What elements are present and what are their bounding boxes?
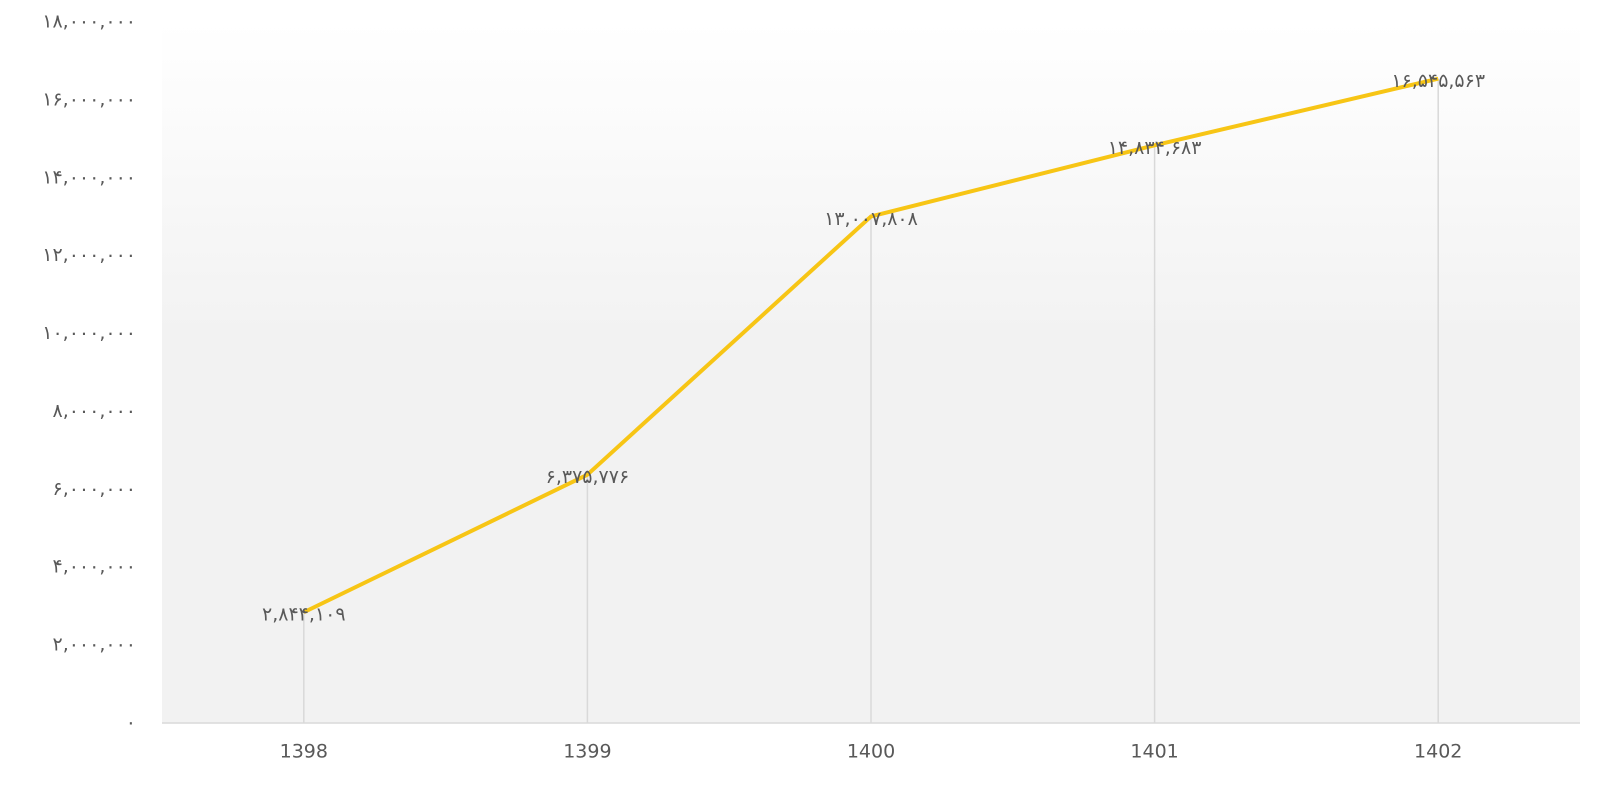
y-tick-label: ۶,۰۰۰,۰۰۰ — [52, 478, 136, 500]
y-tick-label: ۱۸,۰۰۰,۰۰۰ — [42, 11, 136, 33]
x-tick-label: 1400 — [847, 741, 895, 763]
data-label: ۱۶,۵۴۵,۵۶۳ — [1391, 70, 1485, 92]
x-tick-label: 1399 — [563, 741, 611, 763]
y-tick-label: ۱۰,۰۰۰,۰۰۰ — [42, 322, 136, 344]
data-label: ۶,۳۷۵,۷۷۶ — [546, 466, 630, 488]
y-tick-label: ۴,۰۰۰,۰۰۰ — [52, 556, 136, 578]
y-tick-label: ۰ — [126, 712, 136, 734]
x-tick-label: 1402 — [1414, 741, 1462, 763]
y-tick-label: ۱۴,۰۰۰,۰۰۰ — [42, 166, 136, 188]
series-line — [302, 76, 1439, 615]
y-tick-label: ۲,۰۰۰,۰۰۰ — [52, 634, 136, 656]
y-tick-label: ۸,۰۰۰,۰۰۰ — [52, 400, 136, 422]
x-tick-label: 1401 — [1130, 741, 1178, 763]
x-tick-label: 1398 — [280, 741, 328, 763]
y-tick-label: ۱۶,۰۰۰,۰۰۰ — [42, 88, 136, 110]
data-label: ۲,۸۴۴,۱۰۹ — [262, 604, 346, 626]
data-label: ۱۳,۰۰۷,۸۰۸ — [824, 208, 918, 230]
y-tick-label: ۱۲,۰۰۰,۰۰۰ — [42, 244, 136, 266]
data-label: ۱۴,۸۳۴,۶۸۳ — [1108, 137, 1202, 159]
